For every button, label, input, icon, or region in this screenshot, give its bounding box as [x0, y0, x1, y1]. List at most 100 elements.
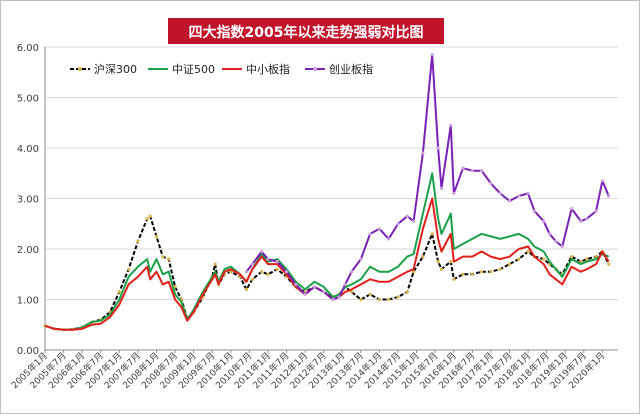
data-point: [368, 292, 372, 296]
data-point: [303, 292, 307, 296]
data-point: [461, 272, 465, 276]
data-point: [148, 214, 152, 218]
data-point: [489, 181, 493, 185]
data-point: [585, 217, 589, 221]
data-point: [542, 219, 546, 223]
data-point: [560, 244, 564, 249]
data-point: [387, 237, 391, 241]
data-point: [554, 239, 558, 243]
data-point: [350, 290, 354, 294]
data-point: [507, 199, 512, 203]
data-point: [517, 194, 521, 198]
data-point: [412, 270, 416, 274]
data-point: [260, 249, 264, 254]
data-point: [244, 270, 248, 274]
data-point: [266, 257, 270, 261]
data-point: [498, 267, 502, 271]
legend: 沪深300 中证500 中小板指 创业板指: [70, 62, 373, 76]
data-point: [570, 255, 574, 259]
data-point: [600, 179, 605, 183]
data-point: [498, 191, 502, 195]
data-point: [294, 282, 298, 286]
data-point: [470, 169, 474, 173]
data-point: [343, 282, 347, 286]
y-tick-label: 3.00: [17, 195, 39, 206]
data-point: [594, 209, 598, 213]
legend-label: 创业板指: [329, 62, 373, 76]
plot-area: [43, 53, 611, 332]
data-point: [368, 232, 372, 236]
data-point: [430, 53, 434, 57]
data-point: [439, 267, 444, 271]
y-tick-label: 1.00: [17, 296, 39, 307]
data-point: [579, 260, 583, 264]
data-point: [430, 232, 434, 236]
data-point: [517, 257, 521, 261]
legend-label: 沪深300: [94, 62, 137, 76]
y-axis: 0.00 1.00 2.00 3.00 4.00 5.00 6.00: [17, 43, 46, 357]
legend-marker: [78, 67, 82, 71]
data-point: [449, 260, 453, 264]
data-point: [161, 255, 165, 259]
data-point: [350, 270, 354, 274]
data-point: [396, 222, 400, 226]
y-tick-label: 0.00: [17, 346, 39, 357]
data-point: [548, 232, 552, 236]
data-point: [260, 270, 264, 274]
data-point: [250, 277, 254, 281]
title-box: [168, 18, 444, 44]
data-point: [359, 297, 363, 302]
data-point: [452, 277, 456, 281]
data-point: [154, 234, 159, 238]
legend-label: 中小板指: [246, 62, 290, 76]
data-point: [421, 255, 425, 259]
data-point: [275, 267, 279, 271]
y-tick-label: 6.00: [17, 43, 39, 54]
data-point: [275, 260, 279, 264]
chart-title: 四大指数2005年以来走势强弱对比图: [189, 24, 424, 41]
data-point: [607, 194, 611, 198]
data-point: [480, 270, 484, 274]
data-point: [387, 297, 391, 302]
data-point: [461, 166, 465, 170]
data-point: [507, 262, 512, 266]
data-point: [377, 227, 381, 231]
data-point: [452, 191, 456, 195]
data-point: [412, 219, 416, 223]
data-point: [405, 290, 409, 294]
data-point: [337, 295, 341, 299]
data-point: [312, 285, 316, 289]
data-point: [470, 272, 474, 276]
y-tick-label: 4.00: [17, 144, 39, 155]
data-point: [405, 214, 409, 218]
series-line: [44, 172, 610, 331]
legend-marker: [313, 67, 317, 71]
data-point: [322, 290, 326, 294]
data-point: [359, 257, 363, 261]
data-point: [436, 146, 440, 150]
data-point: [396, 295, 400, 299]
data-point: [136, 239, 140, 243]
data-point: [607, 262, 611, 266]
data-point: [377, 297, 381, 302]
series-line: [245, 53, 610, 301]
data-point: [526, 249, 530, 254]
data-point: [439, 186, 444, 190]
data-point: [173, 285, 177, 289]
data-point: [117, 290, 121, 294]
data-point: [579, 219, 583, 223]
data-point: [213, 262, 217, 266]
data-point: [145, 217, 149, 221]
data-point: [244, 287, 248, 291]
data-point: [449, 123, 453, 127]
data-point: [266, 272, 270, 276]
data-point: [570, 207, 574, 211]
data-point: [489, 270, 493, 274]
data-point: [127, 267, 131, 271]
data-point: [436, 260, 440, 264]
data-point: [167, 257, 171, 261]
data-point: [229, 270, 233, 274]
data-point: [480, 169, 484, 173]
